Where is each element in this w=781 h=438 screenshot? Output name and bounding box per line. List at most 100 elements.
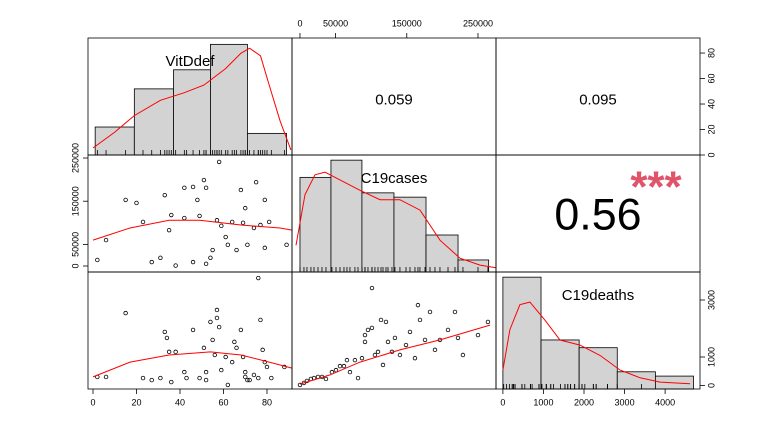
scatter-point [182,215,187,221]
scatter-point [260,347,265,353]
variable-name: VitDdef [166,53,216,70]
scatter-point [166,227,172,233]
histogram-bar [133,88,174,156]
scatter-point [245,242,250,248]
scatter-point [158,255,163,260]
scatter-point [245,377,250,383]
histogram-bar [578,347,618,390]
correlation-value: 0.56 [554,189,641,239]
scatter-point [485,319,491,325]
scatter-point [247,377,252,383]
x-tick-label: 20 [131,397,141,407]
scatter-point [216,159,222,165]
scatter-point [162,329,167,335]
x-tick-label: 3000 [615,397,635,407]
scatter-point [225,242,231,248]
scatter-point [432,347,438,353]
x-tick-label: 250000 [463,18,493,28]
x-tick-label: 0 [297,18,302,28]
variable-name: C19deaths [562,287,635,304]
scatter-point [197,213,202,219]
x-tick-label: 0 [500,397,505,407]
scatter-point [173,349,178,355]
scatter-point [103,374,109,380]
scatter-point [243,374,248,380]
scatter-point [256,375,261,381]
scatter-point [365,327,371,333]
scatter-point [214,307,220,313]
scatter-point [369,325,375,331]
scatter-point [253,180,259,185]
scatter-point [123,197,128,203]
scatter-point [355,375,361,381]
x-tick-label: 4000 [655,397,675,407]
histogram-bar [425,234,459,273]
scatter-point [251,372,257,378]
x-tick-label: 50000 [323,18,348,28]
scatter-point [385,339,391,345]
scatter-point [362,332,368,338]
panel-frame [495,271,701,390]
scatter-point [452,309,458,315]
scatter-point [203,261,209,267]
histogram-bar [540,339,580,390]
scatter-point [134,200,139,206]
scatter-point [269,375,274,381]
scatter-point [214,218,220,223]
scatter-point [297,382,303,388]
x-tick-label: 60 [218,397,228,407]
scatter-point [210,337,215,343]
scatter-point [223,354,228,360]
scatter-point [164,335,170,341]
scatter-point [216,324,222,330]
panel-frame [87,154,293,273]
scatter-point [243,369,248,375]
scatter-point [195,197,200,203]
scatter-point [251,225,257,231]
correlation-value: 0.059 [375,91,413,108]
histogram-bar [616,371,656,390]
scatter-point [103,237,109,243]
x-tick-label: 40 [175,397,185,407]
scatter-point [210,247,215,253]
scatter-point [201,177,207,183]
scatter-point [223,234,228,240]
x-tick-label: 150000 [392,18,422,28]
scatter-point [203,377,209,383]
scatter-point [149,259,154,265]
histogram-bar [94,126,135,156]
scatter-point [352,357,358,363]
scatter-point [445,327,451,333]
scatter-point [229,359,235,365]
smooth-line [92,351,293,378]
scatter-point [392,335,398,341]
smooth-line [92,219,293,241]
scatter-point [225,382,231,388]
scatter-point [383,319,389,325]
density-line [502,301,691,385]
scatter-point [173,263,178,268]
scatter-point [243,205,248,211]
y-tick-label: 50000 [70,232,80,257]
scatter-point [347,369,353,375]
y-tick-label: 0 [706,383,716,388]
scatter-point [407,329,413,335]
scatter-point [158,375,163,381]
correlation-value: 0.095 [579,91,617,108]
y-tick-label: 150000 [70,186,80,216]
histogram-bar [299,176,332,273]
scatter-point [344,357,350,363]
scatter-point [140,375,146,381]
scatter-point [229,219,235,225]
scatter-point [372,352,378,358]
scatter-point [238,327,244,333]
scatter-point [415,302,421,308]
scatter-point [369,285,375,291]
scatter-point [258,317,263,323]
y-tick-label: 250000 [70,143,80,173]
scatter-point [455,335,461,341]
x-tick-label: 0 [90,397,95,407]
scatter-point [169,212,174,218]
scatter-point [264,364,270,370]
